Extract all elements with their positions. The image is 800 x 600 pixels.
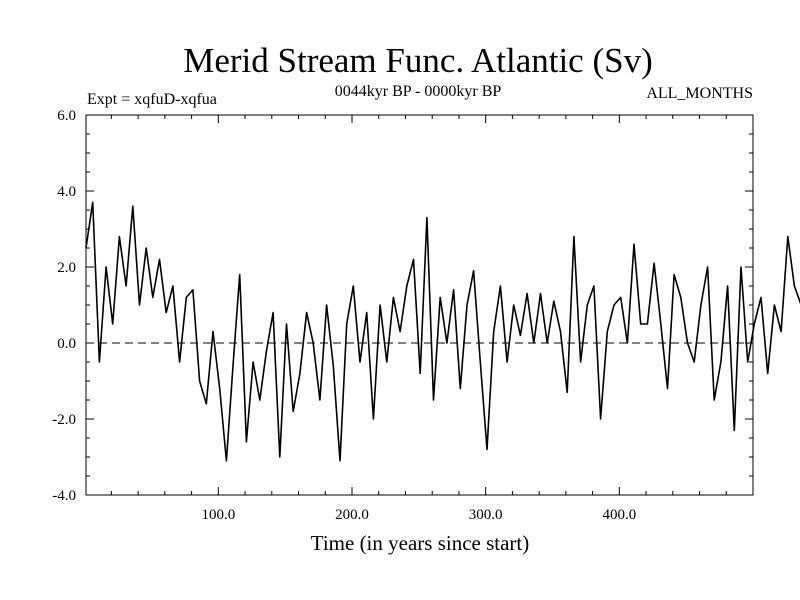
subtitle-left: Expt = xqfuD-xqfua (87, 91, 217, 108)
y-tick-label: -4.0 (52, 488, 76, 504)
series-line (85, 201, 800, 462)
x-axis-label: Time (in years since start) (311, 531, 530, 555)
series-group (85, 201, 800, 462)
y-tick-label: 2.0 (57, 260, 76, 276)
y-tick-label: -2.0 (52, 412, 76, 428)
x-tick-label: 100.0 (201, 507, 235, 523)
x-tick-label: 300.0 (469, 507, 503, 523)
x-tick-label: 200.0 (335, 507, 369, 523)
subtitle-right: ALL_MONTHS (646, 85, 753, 102)
y-tick-label: 6.0 (57, 108, 76, 124)
subtitle-center: 0044kyr BP - 0000kyr BP (335, 83, 502, 100)
ticks (86, 114, 753, 496)
y-tick-label: 0.0 (57, 336, 76, 352)
y-tick-label: 4.0 (57, 184, 76, 200)
tick-labels: -4.0 -2.0 0.0 2.0 4.0 6.0 100.0 200.0 300.0 400.0 (52, 108, 636, 523)
x-tick-label: 400.0 (602, 507, 636, 523)
chart-title: Merid Stream Func. Atlantic (Sv) (183, 41, 653, 80)
